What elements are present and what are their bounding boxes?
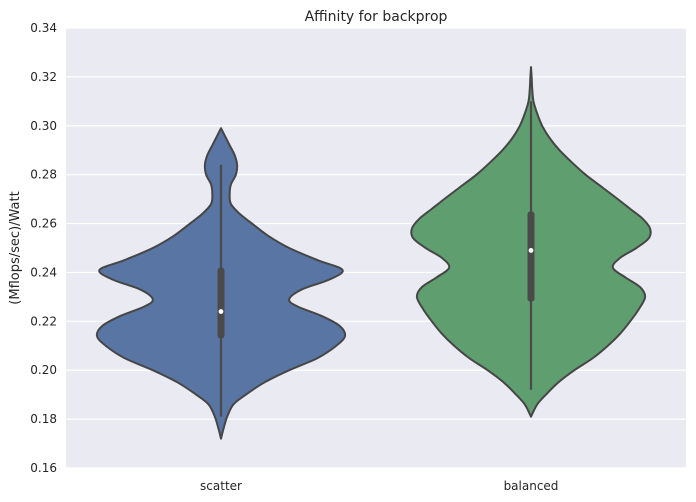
y-tick-label: 0.22 xyxy=(30,314,57,328)
iqr-box xyxy=(527,211,535,302)
violin-scatter xyxy=(95,127,347,440)
y-tick-label: 0.34 xyxy=(30,21,57,35)
violin-balanced xyxy=(410,66,652,418)
y-tick-labels: 0.16 0.18 0.20 0.22 0.24 0.26 0.28 0.30 0.32 0.34 xyxy=(30,21,57,475)
iqr-box xyxy=(217,267,225,339)
median-point xyxy=(528,248,534,253)
y-tick-label: 0.32 xyxy=(30,70,57,84)
y-tick-label: 0.24 xyxy=(30,265,57,279)
y-tick-label: 0.20 xyxy=(30,363,57,377)
y-axis-label: (Mflops/sec)/Watt xyxy=(8,191,23,304)
x-tick-label: scatter xyxy=(200,479,242,493)
x-tick-labels: scatter balanced xyxy=(200,479,558,493)
y-tick-label: 0.28 xyxy=(30,168,57,182)
x-tick-label: balanced xyxy=(504,479,559,493)
chart-title: Affinity for backprop xyxy=(305,9,448,25)
violins xyxy=(95,66,652,440)
y-tick-label: 0.16 xyxy=(30,461,57,475)
y-tick-label: 0.18 xyxy=(30,412,57,426)
median-point xyxy=(218,309,224,314)
y-tick-label: 0.30 xyxy=(30,119,57,133)
y-tick-label: 0.26 xyxy=(30,217,57,231)
